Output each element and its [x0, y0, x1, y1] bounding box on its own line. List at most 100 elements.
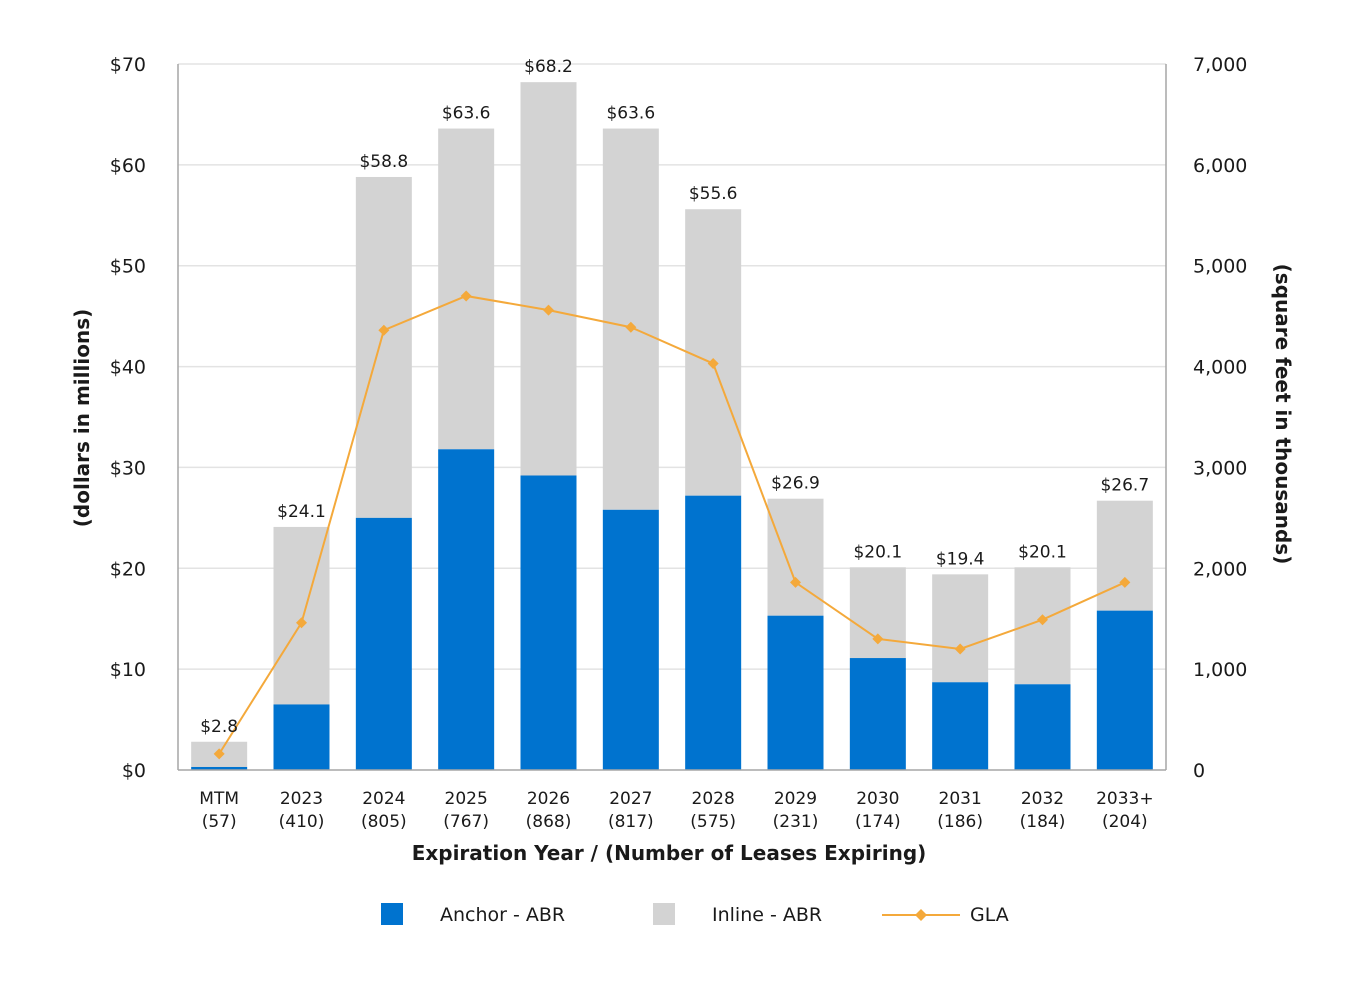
x-tick-label: 2029 [774, 789, 817, 809]
gla-point [625, 321, 637, 333]
x-tick-label: MTM [199, 789, 239, 809]
gla-point [543, 304, 554, 316]
gla-point [213, 748, 225, 760]
left-tick-label: $60 [110, 155, 146, 177]
bar-inline-abr [520, 82, 577, 476]
left-tick-label: $70 [110, 54, 146, 76]
left-tick-label: $50 [110, 256, 146, 278]
left-tick-label: $0 [122, 760, 146, 782]
right-tick-label: 1,000 [1193, 659, 1247, 681]
bar-anchor-abr [1096, 610, 1153, 770]
right-tick-label: 0 [1193, 760, 1205, 782]
axes [177, 64, 1167, 771]
bar-total-label: $55.6 [689, 184, 738, 204]
bar-anchor-abr [767, 615, 824, 770]
gla-point [1119, 576, 1131, 588]
gla-point [790, 576, 801, 588]
gla-line [218, 294, 1126, 755]
gla-point [954, 643, 966, 655]
left-tick-label: $10 [110, 659, 146, 681]
gla-point [1037, 614, 1048, 626]
bar-total-label: $63.6 [606, 104, 655, 124]
bar-total-label: $58.8 [359, 152, 408, 172]
gridlines [178, 63, 1166, 670]
gla-point [707, 358, 719, 370]
legend: Anchor - ABR Inline - ABR GLA [381, 903, 1009, 926]
bar-total-label: $24.1 [277, 502, 326, 522]
x-tick-count-label: (410) [279, 812, 325, 832]
right-axis-title: (square feet in thousands) [1271, 264, 1295, 565]
legend-marker-gla [915, 909, 927, 921]
bar-total-label: $20.1 [1018, 542, 1067, 562]
bar-total-label: $63.6 [442, 104, 491, 124]
legend-item-inline: Inline - ABR [653, 903, 822, 926]
x-tick-count-label: (805) [361, 812, 407, 832]
bar-inline-abr [685, 209, 742, 496]
bar-anchor-abr [355, 517, 412, 770]
x-tick-count-label: (231) [773, 812, 819, 832]
x-tick-count-label: (868) [526, 812, 572, 832]
legend-label-inline: Inline - ABR [712, 904, 822, 926]
right-tick-label: 7,000 [1193, 54, 1247, 76]
x-tick-label: 2023 [280, 789, 323, 809]
bar-anchor-abr [685, 495, 742, 770]
legend-swatch-inline [653, 903, 675, 925]
gla-line-series [213, 290, 1131, 760]
legend-swatch-anchor [381, 903, 403, 925]
gla-point [378, 324, 390, 336]
x-tick-label: 2028 [692, 789, 735, 809]
x-tick-count-label: (767) [443, 812, 489, 832]
x-tick-count-label: (575) [690, 812, 736, 832]
legend-item-gla: GLA [882, 904, 1009, 926]
x-tick-count-label: (817) [608, 812, 654, 832]
left-tick-label: $20 [110, 558, 146, 580]
x-axis-title: Expiration Year / (Number of Leases Expi… [412, 841, 927, 865]
gla-point [296, 617, 307, 629]
bar-anchor-abr [1014, 684, 1071, 770]
x-tick-count-label: (184) [1020, 812, 1066, 832]
x-tick-count-label: (174) [855, 812, 901, 832]
labels: $0 $10 $20 $30 $40 $50 $60 $70 0 1,000 2,000 3,000 4… [110, 54, 1248, 832]
right-tick-label: 4,000 [1193, 357, 1247, 379]
left-tick-label: $30 [110, 457, 146, 479]
bar-anchor-abr [191, 766, 248, 770]
left-tick-label: $40 [110, 357, 146, 379]
bar-inline-abr [602, 128, 659, 510]
bar-total-label: $68.2 [524, 57, 573, 77]
x-tick-label: 2027 [609, 789, 652, 809]
bar-anchor-abr [438, 449, 495, 770]
bar-anchor-abr [849, 658, 906, 770]
right-tick-label: 3,000 [1193, 457, 1247, 479]
bar-total-label: $2.8 [200, 717, 238, 737]
x-tick-count-label: (57) [202, 812, 237, 832]
bar-anchor-abr [932, 682, 989, 770]
bar-total-label: $20.1 [853, 542, 902, 562]
x-tick-label: 2025 [445, 789, 488, 809]
right-tick-label: 5,000 [1193, 256, 1247, 278]
left-axis-title: (dollars in millions) [70, 309, 94, 527]
bar-inline-abr [932, 574, 989, 683]
bar-inline-abr [355, 176, 412, 518]
gla-point [460, 290, 472, 302]
bar-inline-abr [438, 128, 495, 450]
bar-total-label: $19.4 [936, 549, 985, 569]
right-tick-label: 6,000 [1193, 155, 1247, 177]
x-tick-label: 2031 [939, 789, 982, 809]
bar-total-label: $26.7 [1100, 476, 1149, 496]
bar-total-label: $26.9 [771, 474, 820, 494]
x-tick-label: 2032 [1021, 789, 1064, 809]
x-tick-count-label: (204) [1102, 812, 1148, 832]
legend-label-gla: GLA [970, 904, 1009, 926]
legend-item-anchor: Anchor - ABR [381, 903, 565, 926]
legend-label-anchor: Anchor - ABR [440, 904, 565, 926]
x-tick-label: 2030 [856, 789, 899, 809]
x-tick-label: 2026 [527, 789, 570, 809]
bar-inline-abr [849, 567, 906, 659]
bar-inline-abr [767, 498, 824, 616]
right-tick-label: 2,000 [1193, 558, 1247, 580]
bar-anchor-abr [273, 704, 330, 770]
x-tick-count-label: (186) [937, 812, 983, 832]
x-tick-label: 2024 [362, 789, 405, 809]
gla-point [872, 633, 884, 645]
